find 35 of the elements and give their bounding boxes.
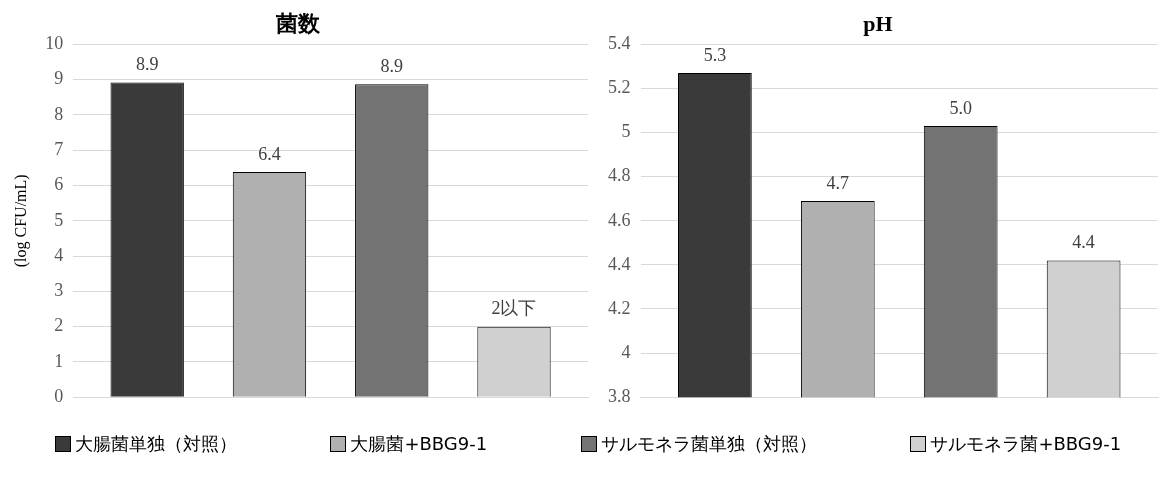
y-axis-title: (log CFU/mL) bbox=[11, 174, 30, 268]
y-tick-label: 4.8 bbox=[608, 165, 631, 186]
data-label: 8.9 bbox=[135, 54, 159, 75]
y-tick-label: 7 bbox=[54, 138, 64, 159]
y-tick-label: 3 bbox=[54, 280, 64, 301]
y-tick-label: 4.6 bbox=[608, 209, 631, 230]
data-label: 4.7 bbox=[826, 172, 850, 193]
y-tick-label: 4 bbox=[621, 341, 631, 362]
y-tick-label: 5.4 bbox=[608, 33, 631, 54]
y-tick-label: 5 bbox=[54, 209, 64, 230]
legend-label: 大腸菌単独（対照） bbox=[74, 432, 237, 456]
y-tick-label: 0 bbox=[54, 385, 64, 406]
y-tick-label: 6 bbox=[54, 174, 64, 195]
data-label: 5.3 bbox=[703, 44, 727, 65]
data-label: 8.9 bbox=[380, 56, 403, 76]
data-label: 4.4 bbox=[1072, 232, 1095, 253]
chart-title: pH bbox=[863, 10, 893, 36]
y-tick-label: 2 bbox=[54, 315, 64, 336]
y-tick-label: 4.2 bbox=[608, 297, 631, 318]
y-tick-label: 5.2 bbox=[608, 77, 631, 98]
y-tick-label: 1 bbox=[54, 350, 64, 371]
data-label: 6.4 bbox=[258, 143, 281, 164]
y-tick-label: 4.4 bbox=[608, 253, 631, 274]
y-tick-label: 4 bbox=[54, 244, 64, 265]
data-label: 2以下 bbox=[491, 298, 537, 319]
data-label: 5.0 bbox=[949, 97, 972, 118]
chart-title: 菌数 bbox=[275, 10, 321, 36]
y-tick-label: 3.8 bbox=[608, 385, 631, 406]
y-tick-label: 5 bbox=[621, 121, 631, 142]
y-tick-label: 8 bbox=[54, 103, 64, 124]
legend-label: サルモネラ菌+BBG9-1 bbox=[930, 432, 1122, 456]
legend-label: サルモネラ菌単独（対照） bbox=[600, 432, 817, 456]
legend-label: 大腸菌+BBG9-1 bbox=[350, 432, 488, 456]
y-tick-label: 10 bbox=[45, 33, 64, 54]
y-tick-label: 9 bbox=[54, 68, 64, 89]
